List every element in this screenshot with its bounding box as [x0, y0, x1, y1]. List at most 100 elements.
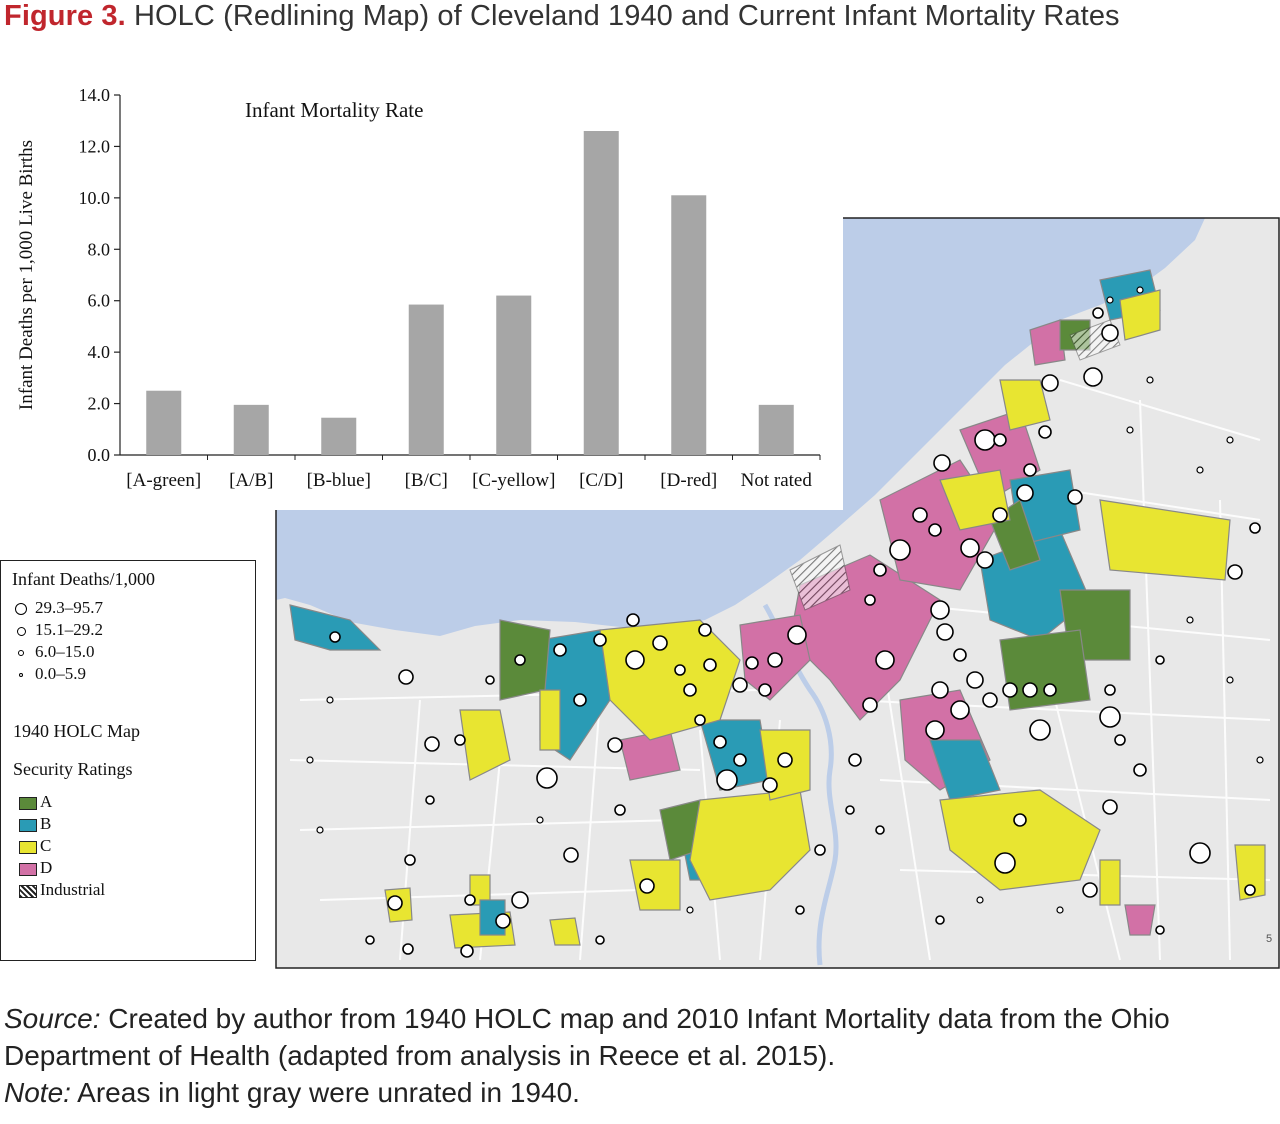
mortality-circle: [864, 594, 876, 606]
bar-chart: 0.0 2.0 4.0 6.0 8.0 10.0 12.0 14.0 [A-green] [A/B…: [16, 85, 821, 491]
x-tick-label: [C/D]: [579, 470, 623, 491]
mortality-circle: [563, 847, 579, 863]
mortality-circle: [1043, 683, 1057, 697]
y-tick-label: 8.0: [88, 239, 111, 259]
map-road: [579, 699, 601, 961]
y-tick-label: 2.0: [88, 394, 111, 414]
mortality-circle: [848, 753, 862, 767]
mortality-circle: [936, 623, 954, 641]
y-tick-label: 0.0: [88, 445, 111, 465]
mortality-circle: [454, 734, 466, 746]
mortality-circle: [1196, 466, 1204, 474]
mortality-circle: [960, 538, 980, 558]
x-tick-label: [B/C]: [405, 470, 448, 491]
mortality-circle: [745, 656, 759, 670]
figure-title-text: HOLC (Redlining Map) of Cleveland 1940 a…: [133, 0, 1120, 32]
mortality-circle: [1155, 655, 1165, 665]
mortality-circle: [329, 631, 341, 643]
holc-zone-b: [289, 604, 382, 651]
mortality-circle: [1083, 367, 1103, 387]
mortality-circle: [992, 507, 1008, 523]
mortality-circle: [703, 658, 717, 672]
swatch-b-icon: [19, 818, 37, 832]
mortality-circle: [1029, 719, 1051, 741]
mortality-circle: [1099, 706, 1121, 728]
holc-zone-d: [1124, 904, 1156, 936]
x-tick-label: [B-blue]: [307, 470, 371, 491]
caption-source: Source: Created by author from 1940 HOLC…: [4, 1003, 1170, 1071]
mortality-circle: [316, 826, 324, 834]
figure-caption: Source: Created by author from 1940 HOLC…: [4, 1000, 1276, 1111]
mortality-circle: [1056, 906, 1064, 914]
swatch-d-icon: [19, 862, 37, 876]
bar: [758, 404, 794, 455]
mortality-circles: [306, 286, 1264, 958]
mortality-circle: [1092, 307, 1104, 319]
legend-size-row: 0.0–5.9: [15, 663, 86, 685]
holc-zone-c: [1119, 289, 1161, 341]
mortality-circle: [767, 652, 783, 668]
x-tick-label: [D-red]: [660, 470, 717, 491]
mortality-circle: [694, 714, 706, 726]
mortality-circle: [1023, 463, 1037, 477]
x-tick-label: [A/B]: [229, 470, 273, 491]
mortality-circle: [873, 563, 887, 577]
mortality-circle: [966, 671, 984, 689]
swatch-a-icon: [19, 796, 37, 810]
mortality-circle: [639, 878, 655, 894]
mortality-circle: [511, 891, 529, 909]
map-road: [1059, 379, 1261, 441]
mortality-circle: [365, 935, 375, 945]
mortality-circle: [425, 795, 435, 805]
legend-size-label: 0.0–5.9: [35, 664, 86, 683]
mortality-circle: [845, 805, 855, 815]
mortality-circle: [862, 697, 878, 713]
mortality-circle: [1038, 425, 1052, 439]
mortality-circle: [573, 693, 587, 707]
mortality-circle: [404, 854, 416, 866]
legend-size-label: 15.1–29.2: [35, 620, 103, 639]
mortality-circle: [1013, 813, 1027, 827]
bar: [671, 195, 707, 455]
mortality-circle: [777, 752, 793, 768]
circle-tiny-icon: [19, 673, 23, 678]
map-road: [899, 869, 1271, 881]
mortality-circle: [1226, 676, 1234, 684]
holc-zone-a: [999, 629, 1091, 711]
mortality-circle: [1082, 882, 1098, 898]
map-road: [1139, 399, 1161, 961]
legend-holc-title: 1940 HOLC Map: [13, 721, 140, 741]
mortality-circle: [652, 635, 668, 651]
mortality-circle: [875, 825, 885, 835]
mortality-circle: [732, 677, 748, 693]
bar: [496, 295, 532, 455]
mortality-circle: [950, 700, 970, 720]
mortality-circle: [1244, 884, 1256, 896]
holc-zones: [289, 269, 1266, 949]
mortality-circle: [460, 944, 474, 958]
circle-medium-icon: [16, 626, 26, 636]
y-tick-label: 14.0: [79, 85, 111, 105]
map-road: [299, 819, 681, 831]
mortality-circle: [933, 454, 951, 472]
mortality-circle: [1114, 734, 1126, 746]
mortality-circle: [1136, 286, 1144, 294]
mortality-circle: [1186, 616, 1194, 624]
holc-zone-c: [939, 789, 1101, 891]
y-tick-label: 12.0: [79, 136, 111, 156]
bar: [321, 417, 357, 455]
x-tick-label: [C-yellow]: [472, 470, 555, 491]
mortality-circle: [387, 895, 403, 911]
mortality-circle: [758, 683, 772, 697]
holc-zone-c: [539, 689, 561, 751]
mortality-circle: [1227, 564, 1243, 580]
y-tick-label: 6.0: [88, 291, 111, 311]
mortality-circle: [464, 894, 476, 906]
mortality-circle: [536, 816, 544, 824]
chart-title: Infant Mortality Rate: [245, 98, 423, 122]
mortality-circle: [402, 943, 414, 955]
mortality-circle: [1041, 374, 1059, 392]
mortality-circle: [485, 675, 495, 685]
mortality-circle: [733, 753, 747, 767]
mortality-circle: [994, 852, 1016, 874]
